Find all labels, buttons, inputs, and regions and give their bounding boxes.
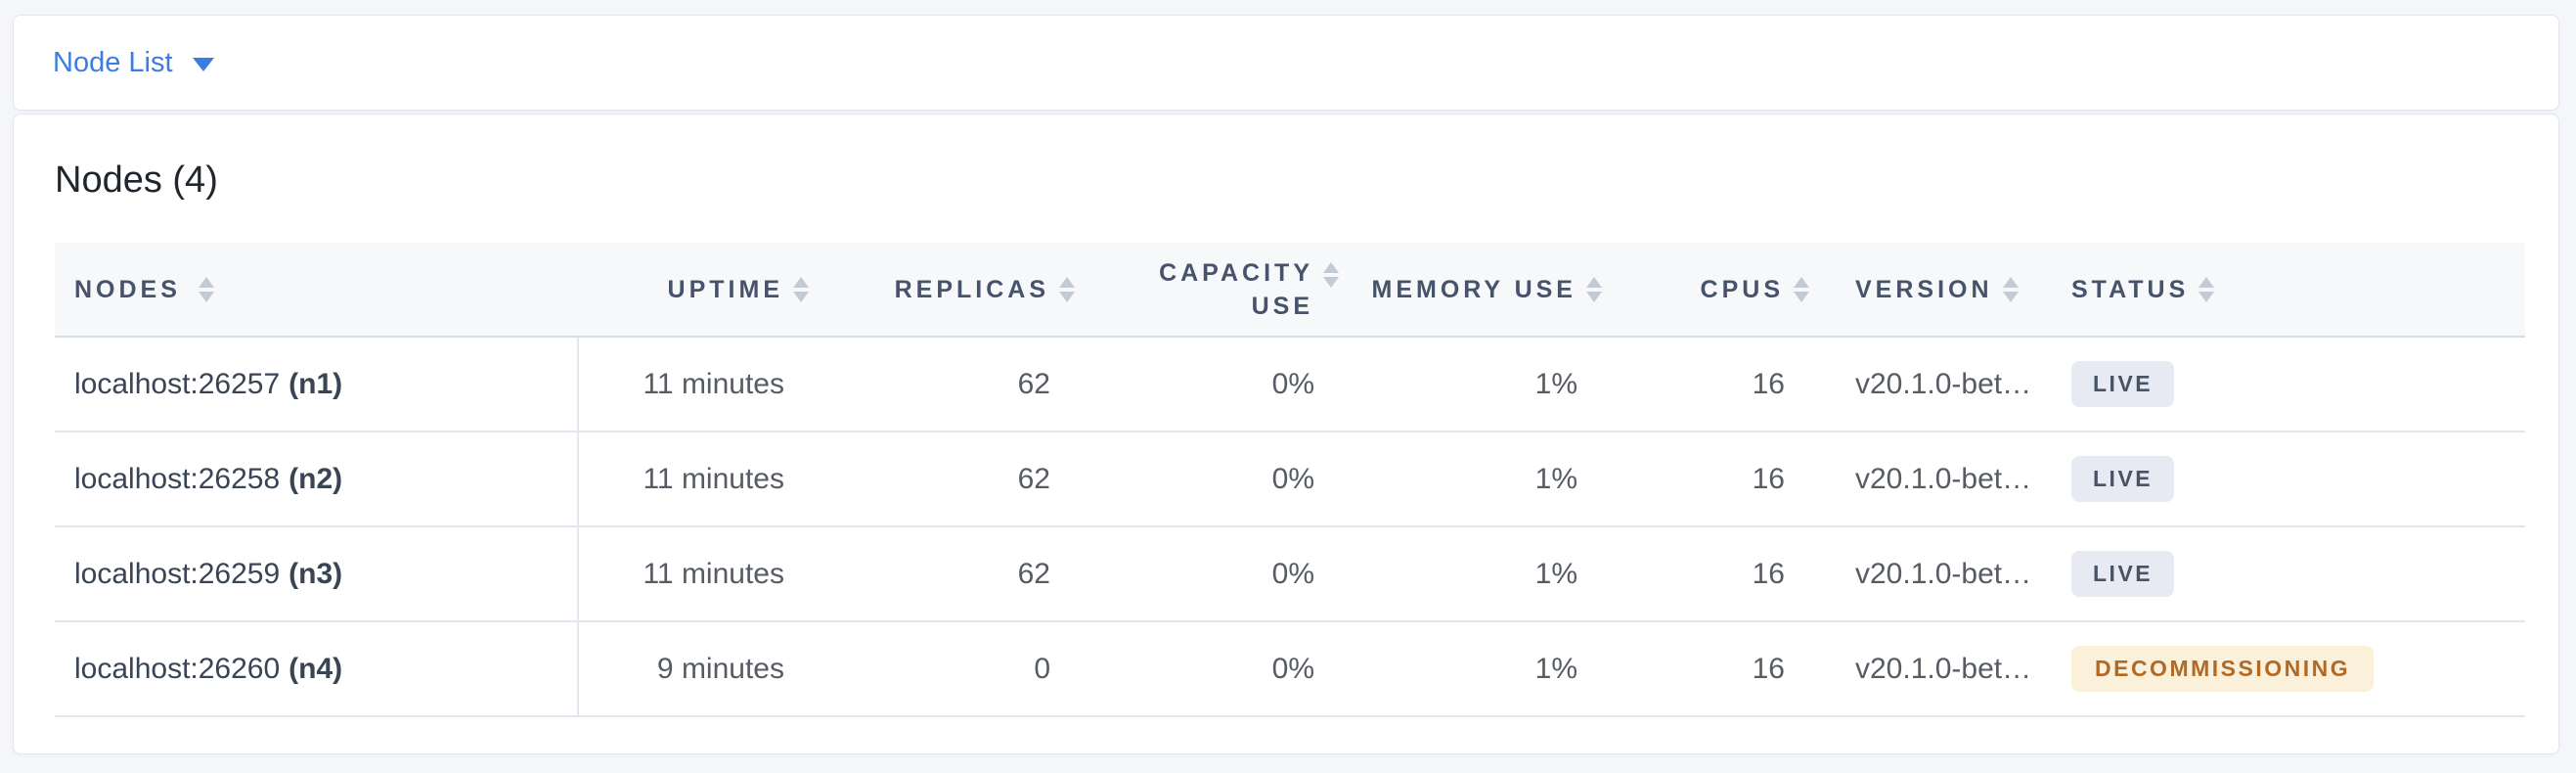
- table-header-row: NODES UPTIME REPLICAS: [55, 243, 2525, 338]
- column-header-replicas[interactable]: REPLICAS: [822, 243, 1088, 338]
- node-list-dropdown-label: Node List: [53, 46, 173, 78]
- status-cell: LIVE: [2044, 526, 2525, 621]
- memory-use-cell: 1%: [1534, 652, 1577, 685]
- uptime-cell: 9 minutes: [656, 652, 784, 685]
- column-label: CAPACITY USE: [1159, 258, 1313, 320]
- column-header-capacity-use[interactable]: CAPACITY USE: [1088, 243, 1352, 338]
- node-address-link[interactable]: localhost:26257: [74, 367, 281, 400]
- sort-arrows-icon: [198, 276, 214, 302]
- capacity-use-cell: 0%: [1271, 557, 1314, 590]
- capacity-use-cell: 0%: [1271, 367, 1314, 400]
- column-header-cpus[interactable]: CPUS: [1615, 243, 1822, 338]
- status-badge: DECOMMISSIONING: [2071, 646, 2375, 692]
- memory-use-cell: 1%: [1534, 557, 1577, 590]
- replicas-cell: 62: [1017, 367, 1050, 400]
- node-address-link[interactable]: localhost:26258: [74, 462, 281, 495]
- sort-arrows-icon: [1059, 276, 1075, 302]
- node-address-link[interactable]: localhost:26260: [74, 652, 281, 685]
- replicas-cell: 62: [1017, 557, 1050, 590]
- sort-arrows-icon: [2002, 276, 2019, 302]
- node-id: (n3): [289, 557, 343, 590]
- replicas-cell: 0: [1034, 652, 1050, 685]
- cpus-cell: 16: [1752, 367, 1785, 400]
- sort-arrows-icon: [1323, 261, 1339, 288]
- node-address-cell: localhost:26257 (n1): [55, 337, 579, 432]
- version-cell: v20.1.0-bet…: [1855, 367, 2032, 400]
- table-row: localhost:26259 (n3) 11 minutes 62 0% 1% …: [55, 526, 2525, 621]
- cpus-cell: 16: [1752, 652, 1785, 685]
- node-address-cell: localhost:26260 (n4): [55, 621, 579, 716]
- node-list-toolbar-card: Node List: [13, 15, 2559, 111]
- node-address-cell: localhost:26258 (n2): [55, 432, 579, 526]
- uptime-cell: 11 minutes: [643, 557, 784, 590]
- node-address-cell: localhost:26259 (n3): [55, 526, 579, 621]
- sort-arrows-icon: [1794, 276, 1809, 302]
- column-header-memory-use[interactable]: MEMORY USE: [1352, 243, 1615, 338]
- column-label: REPLICAS: [894, 275, 1049, 303]
- chevron-down-icon: [192, 58, 214, 71]
- cpus-cell: 16: [1752, 557, 1785, 590]
- page-title: Nodes (4): [55, 159, 218, 201]
- node-address-link[interactable]: localhost:26259: [74, 557, 281, 590]
- version-cell: v20.1.0-bet…: [1855, 557, 2032, 590]
- memory-use-cell: 1%: [1534, 462, 1577, 495]
- sort-arrows-icon: [793, 276, 809, 302]
- table-row: localhost:26260 (n4) 9 minutes 0 0% 1% 16…: [55, 621, 2525, 716]
- column-label: MEMORY USE: [1371, 275, 1577, 303]
- column-header-version[interactable]: VERSION: [1822, 243, 2044, 338]
- table-row: localhost:26258 (n2) 11 minutes 62 0% 1% …: [55, 432, 2525, 526]
- column-label: NODES: [74, 275, 181, 303]
- node-id: (n4): [289, 652, 343, 685]
- node-list-dropdown[interactable]: Node List: [53, 47, 214, 79]
- node-id: (n1): [289, 367, 343, 400]
- status-badge: LIVE: [2071, 551, 2175, 597]
- column-header-nodes[interactable]: NODES: [55, 243, 578, 338]
- version-cell: v20.1.0-bet…: [1855, 652, 2032, 685]
- column-label: VERSION: [1855, 275, 1993, 303]
- sort-arrows-icon: [2198, 276, 2215, 302]
- version-cell: v20.1.0-bet…: [1855, 462, 2032, 495]
- column-label: UPTIME: [667, 275, 783, 303]
- column-label: CPUS: [1700, 275, 1784, 303]
- memory-use-cell: 1%: [1534, 367, 1577, 400]
- status-badge: LIVE: [2071, 456, 2175, 502]
- status-badge: LIVE: [2071, 361, 2175, 407]
- status-cell: LIVE: [2044, 432, 2525, 526]
- nodes-panel: Nodes (4) NODES UPTIME: [13, 114, 2559, 754]
- capacity-use-cell: 0%: [1271, 462, 1314, 495]
- uptime-cell: 11 minutes: [643, 462, 784, 495]
- replicas-cell: 62: [1017, 462, 1050, 495]
- uptime-cell: 11 minutes: [643, 367, 784, 400]
- column-header-uptime[interactable]: UPTIME: [578, 243, 822, 338]
- table-row: localhost:26257 (n1) 11 minutes 62 0% 1% …: [55, 337, 2525, 432]
- status-cell: LIVE: [2044, 337, 2525, 432]
- sort-arrows-icon: [1586, 276, 1602, 302]
- capacity-use-cell: 0%: [1271, 652, 1314, 685]
- nodes-table: NODES UPTIME REPLICAS: [55, 243, 2525, 717]
- column-header-status[interactable]: STATUS: [2044, 243, 2525, 338]
- column-label: STATUS: [2071, 275, 2190, 303]
- cpus-cell: 16: [1752, 462, 1785, 495]
- status-cell: DECOMMISSIONING: [2044, 621, 2525, 716]
- node-id: (n2): [289, 462, 343, 495]
